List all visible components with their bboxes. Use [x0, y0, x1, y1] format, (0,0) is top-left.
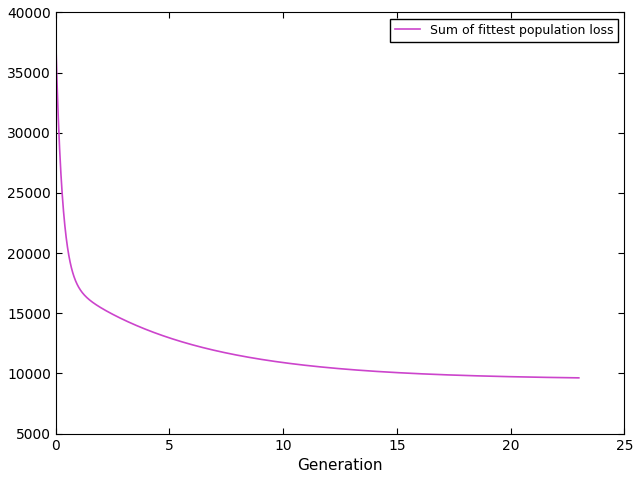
Sum of fittest population loss: [52, 34, 60, 39]
Sum of fittest population loss: [79, 290, 86, 296]
Sum of fittest population loss: [560, 375, 568, 381]
Sum of fittest population loss: [559, 375, 567, 381]
Sum of fittest population loss: [464, 372, 472, 378]
Line: Sum of fittest population loss: Sum of fittest population loss: [56, 36, 579, 378]
Legend: Sum of fittest population loss: Sum of fittest population loss: [390, 19, 618, 42]
X-axis label: Generation: Generation: [297, 458, 383, 473]
Sum of fittest population loss: [292, 361, 300, 367]
Sum of fittest population loss: [575, 375, 582, 381]
Sum of fittest population loss: [306, 363, 314, 369]
